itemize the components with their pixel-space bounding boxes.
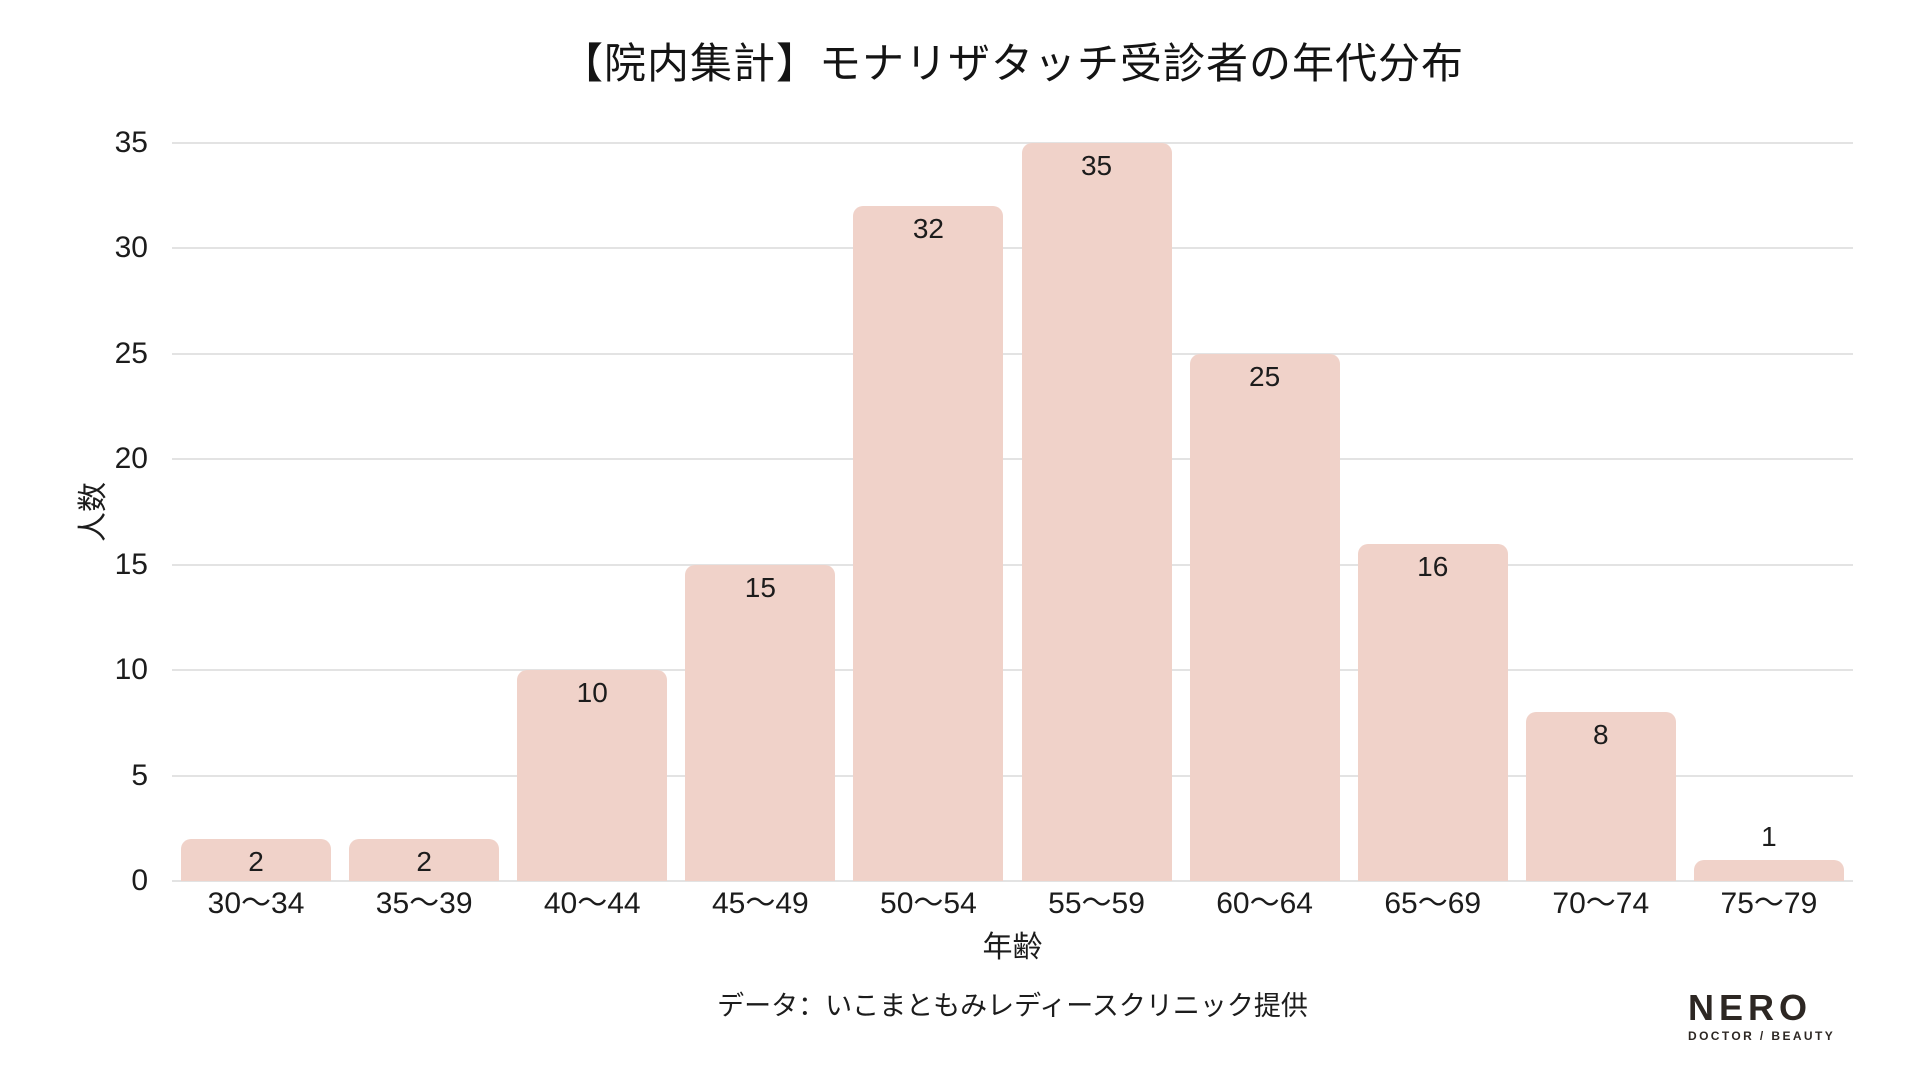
chart-title: 【院内集計】モナリザタッチ受診者の年代分布 [560, 40, 1464, 87]
bar-70-74 [1525, 712, 1676, 881]
bar-series: 2 2 10 15 32 35 25 16 8 1 [172, 143, 1853, 881]
plot-area: 2 2 10 15 32 35 25 16 8 1 [172, 142, 1853, 882]
x-tick-label: 75〜79 [1720, 887, 1818, 920]
x-tick-label: 40〜44 [543, 887, 641, 920]
x-tick-label: 60〜64 [1216, 887, 1313, 920]
bar-40-44 [517, 670, 668, 881]
x-tick-label: 50〜54 [880, 887, 977, 920]
bar-55-59 [1021, 143, 1172, 881]
gridline-20 [172, 458, 1853, 461]
bar-value-label: 8 [1593, 719, 1609, 751]
bar-75-79 [1693, 859, 1844, 881]
x-tick-label: 30〜34 [207, 887, 305, 920]
bar-value-label: 2 [248, 845, 264, 877]
y-axis-label: 人数 [77, 482, 110, 542]
bar-slot: 10 [508, 143, 676, 881]
gridline-35 [172, 142, 1853, 144]
bar-value-label: 10 [576, 677, 608, 709]
x-axis-label: 年齢 [982, 931, 1043, 964]
bar-slot: 1 [1685, 143, 1853, 881]
y-tick-label: 20 [114, 442, 148, 476]
logo-wordmark: NERO [1688, 987, 1813, 1028]
gridline-25 [172, 352, 1853, 355]
x-tick-label: 45〜49 [711, 887, 809, 920]
y-tick-label: 30 [114, 231, 148, 265]
data-source-note: データ：いこまともみレディースクリニック提供 [717, 991, 1308, 1021]
gridline-10 [172, 669, 1853, 672]
bar-value-label: 16 [1417, 550, 1449, 582]
gridline-30 [172, 247, 1853, 250]
bar-value-label: 2 [416, 845, 432, 877]
bar-slot: 25 [1181, 143, 1349, 881]
bar-slot: 2 [340, 143, 508, 881]
gridline-0 [172, 880, 1853, 882]
y-tick-label: 5 [131, 758, 148, 792]
bar-45-49 [685, 564, 836, 881]
y-tick-label: 35 [114, 126, 148, 159]
bar-30-34 [181, 838, 332, 881]
gridline-5 [172, 774, 1853, 777]
bar-value-label: 15 [744, 571, 776, 603]
bar-35-39 [349, 838, 500, 881]
bar-slot: 32 [844, 143, 1012, 881]
bar-slot: 8 [1517, 143, 1685, 881]
bar-50-54 [853, 206, 1004, 881]
bar-slot: 16 [1349, 143, 1517, 881]
y-tick-label: 0 [131, 864, 148, 897]
bar-60-64 [1189, 353, 1340, 881]
y-tick-label: 10 [114, 653, 148, 687]
bar-value-label: 35 [1080, 150, 1113, 181]
bar-65-69 [1357, 543, 1508, 881]
nero-logo: NERO DOCTOR / BEAUTY [1688, 987, 1836, 1044]
bar-slot: 35 [1012, 143, 1180, 881]
bar-slot: 15 [676, 143, 844, 881]
bar-value-label: 25 [1249, 360, 1281, 392]
bar-slot: 2 [172, 143, 340, 881]
bar-value-label: 32 [912, 213, 944, 245]
logo-tagline: DOCTOR / BEAUTY [1688, 1029, 1836, 1043]
x-tick-label: 35〜39 [375, 887, 473, 920]
bar-value-label: 1 [1761, 820, 1777, 852]
y-tick-label: 25 [114, 336, 148, 370]
x-axis-ticks: 30〜34 35〜39 40〜44 45〜49 50〜54 55〜59 60〜64 65〜69… [172, 887, 1853, 921]
gridline-15 [172, 563, 1853, 566]
y-tick-label: 15 [114, 547, 148, 581]
x-tick-label: 70〜74 [1552, 887, 1650, 920]
y-axis-ticks: 0 5 10 15 20 25 30 35 [0, 0, 158, 1080]
x-tick-label: 65〜69 [1384, 887, 1482, 920]
x-tick-label: 55〜59 [1048, 887, 1145, 920]
